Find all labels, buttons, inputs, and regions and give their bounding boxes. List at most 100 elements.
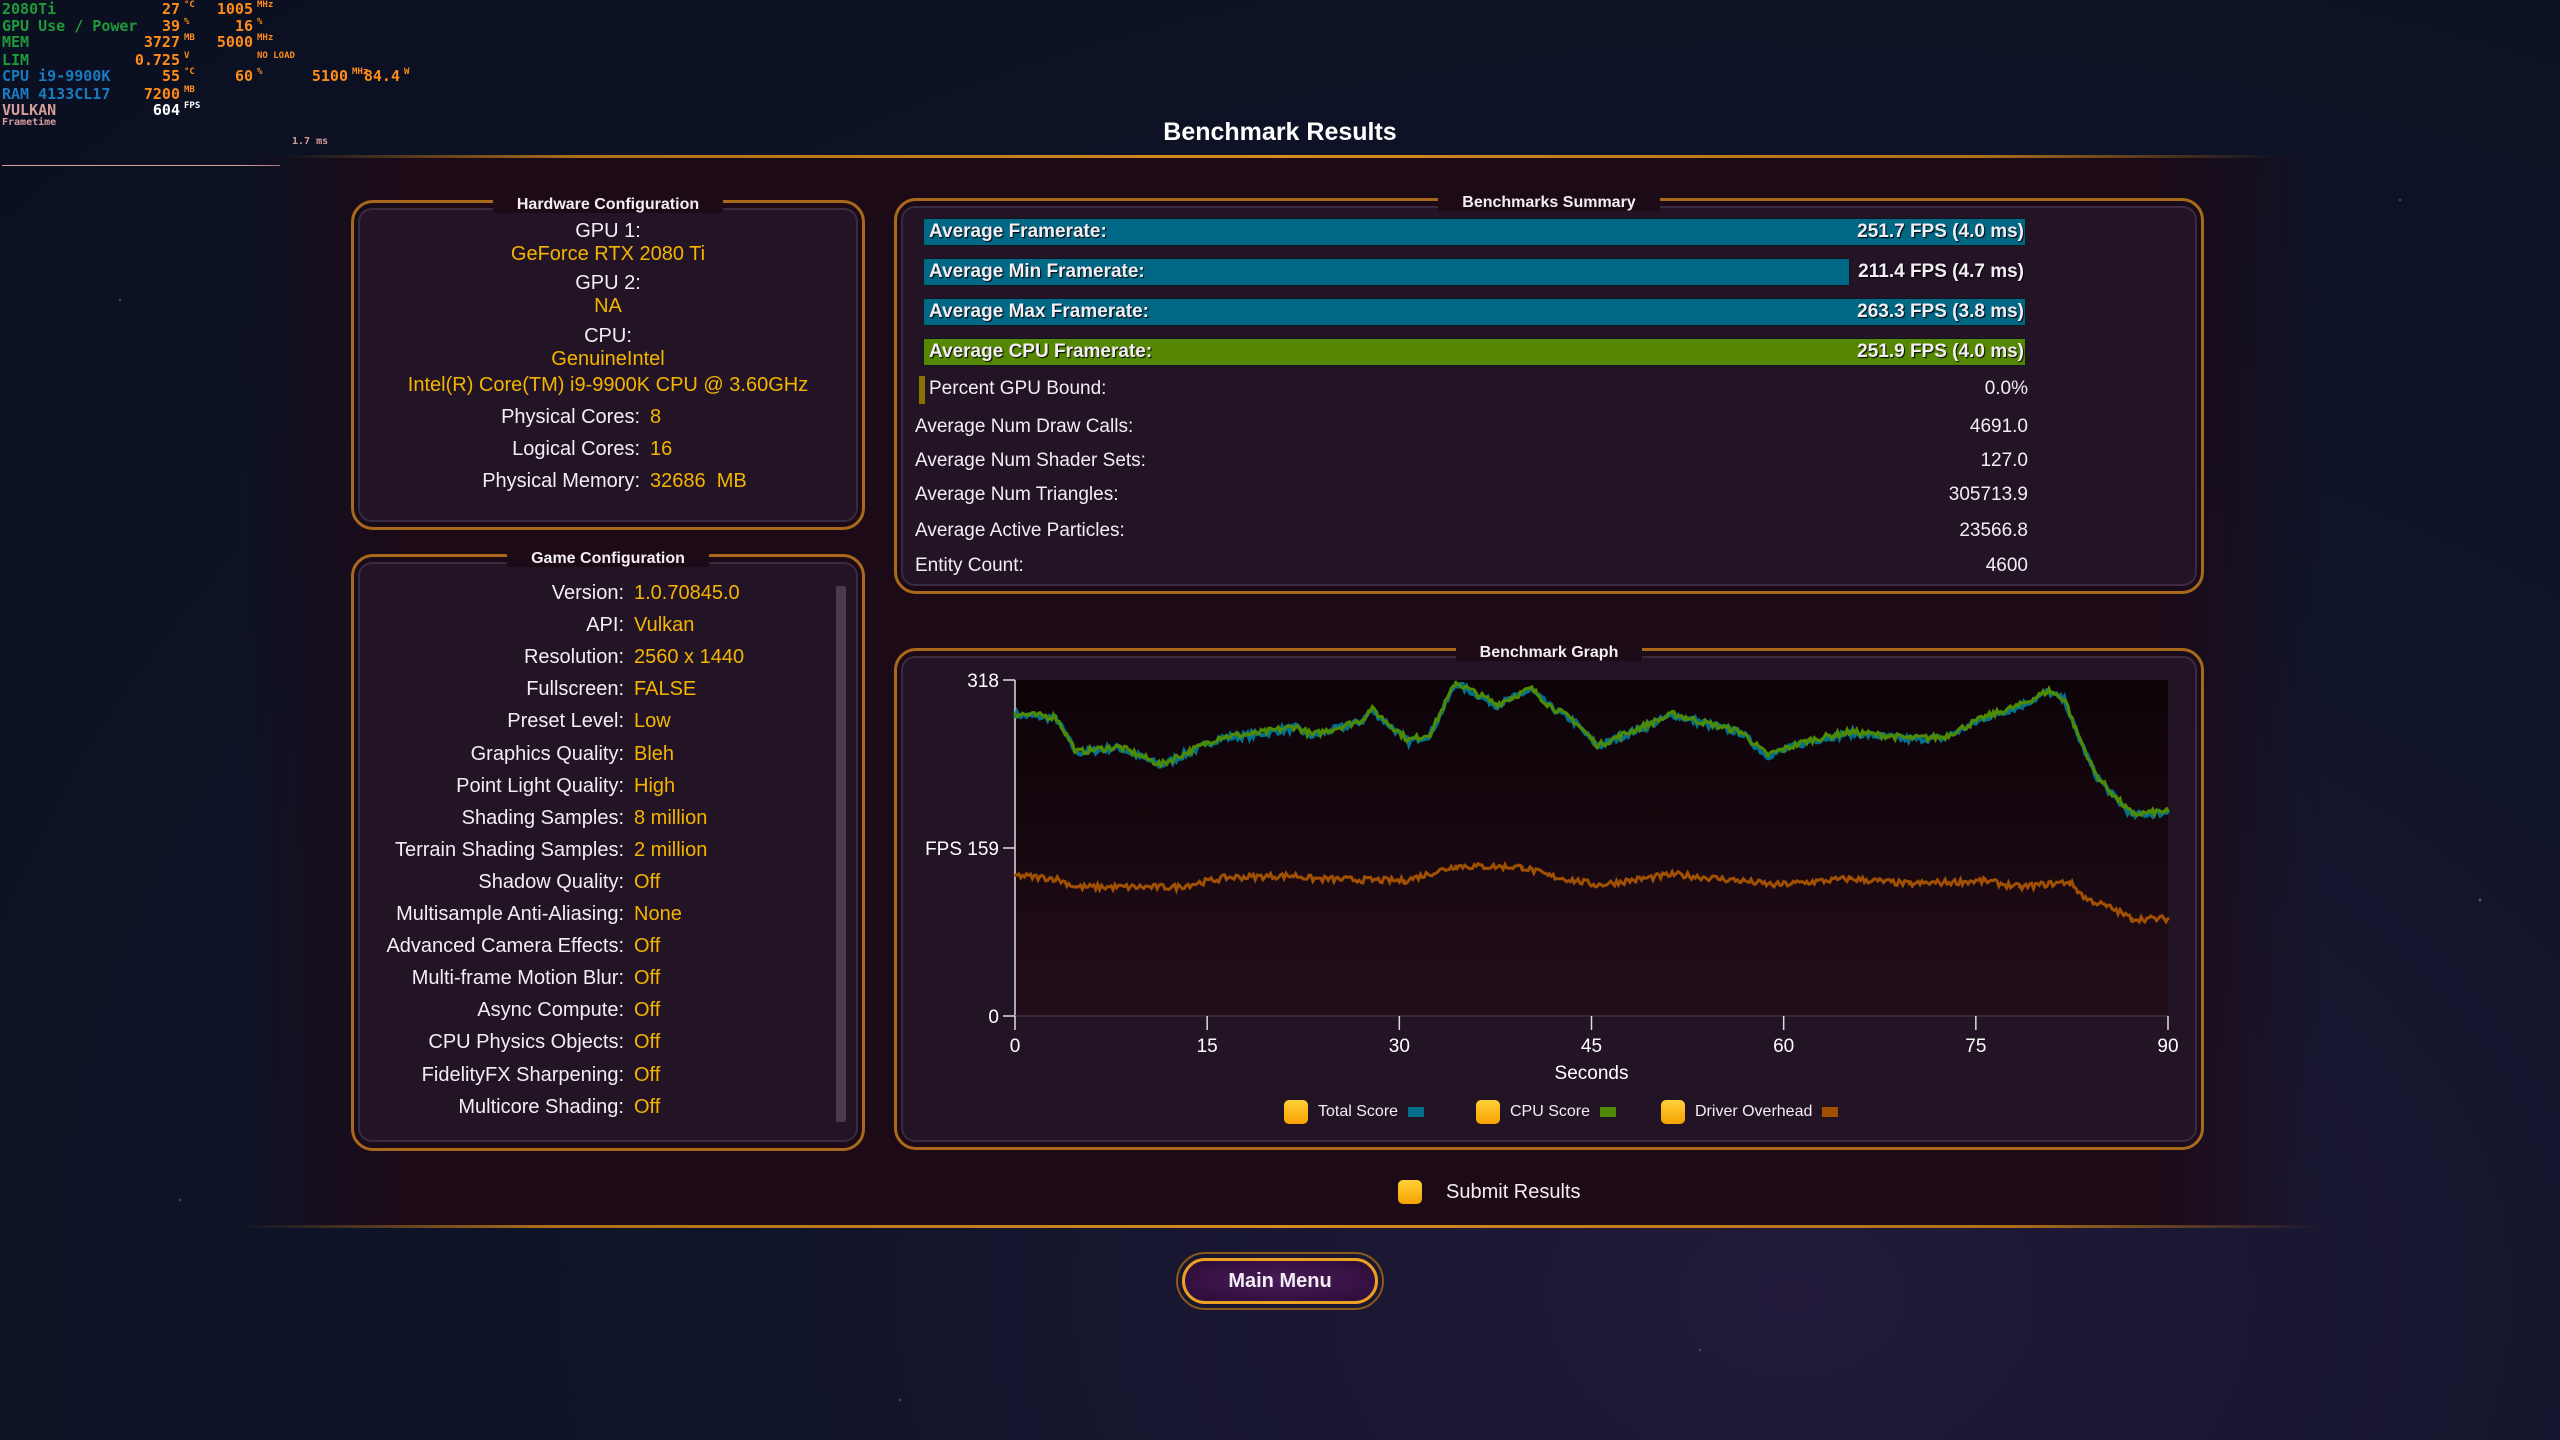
legend-item-driver-overhead[interactable]: Driver Overhead xyxy=(1661,1100,1839,1124)
scrollbar[interactable] xyxy=(836,586,846,1122)
data-point xyxy=(1773,883,1777,887)
game-config-row: Fullscreen: FALSE xyxy=(360,678,856,701)
data-point xyxy=(2130,917,2134,921)
x-axis-label: Seconds xyxy=(1555,1063,1629,1084)
data-point xyxy=(2093,771,2097,775)
overlay-value: 3727 xyxy=(143,33,180,51)
bar-value: 251.7 FPS (4.0 ms) xyxy=(1857,221,2024,242)
overlay-label: LIM xyxy=(2,51,30,69)
game-config-row: FidelityFX Sharpening: Off xyxy=(360,1064,856,1087)
game-config-row: Shading Samples: 8 million xyxy=(360,807,856,830)
legend-item-cpu-score[interactable]: CPU Score xyxy=(1476,1100,1617,1124)
summary-bar-row: Average Min Framerate: 211.4 FPS (4.7 ms) xyxy=(923,258,2026,286)
stat-label: Entity Count: xyxy=(915,555,1024,576)
checkbox-icon[interactable] xyxy=(1398,1180,1422,1204)
data-point xyxy=(1369,707,1373,711)
overlay-value: 27 xyxy=(161,0,180,18)
overlay-value: 84.4 xyxy=(363,67,400,85)
row-value: 2 million xyxy=(634,838,708,861)
row-label: Multisample Anti-Aliasing: xyxy=(396,903,624,925)
row-value: 1.0.70845.0 xyxy=(634,582,740,604)
overlay-unit: °C xyxy=(184,67,195,77)
overlay-unit: MHz xyxy=(257,0,274,10)
data-point xyxy=(1013,873,1017,877)
legend-swatch xyxy=(1408,1107,1425,1117)
data-point xyxy=(2084,897,2088,901)
row-label: Version: xyxy=(551,582,624,604)
data-point xyxy=(1848,877,1852,881)
row-value: Off xyxy=(634,999,661,1022)
stat-label: Average Num Triangles: xyxy=(915,484,1119,505)
hardware-row: Physical Cores: 8 xyxy=(360,406,856,429)
frametime-value: 1.7 ms xyxy=(292,136,329,147)
data-point xyxy=(1983,715,1987,719)
row-value: 8 xyxy=(650,406,662,428)
row-value: Off xyxy=(634,935,661,958)
legend-label: CPU Score xyxy=(1510,1103,1591,1120)
checkbox-icon[interactable] xyxy=(1284,1100,1308,1124)
checkbox-icon[interactable] xyxy=(1476,1100,1500,1124)
overlay-unit: MHz xyxy=(257,33,274,43)
main-menu-button[interactable]: Main Menu xyxy=(1176,1252,1384,1310)
overlay-label: VULKAN xyxy=(2,101,57,119)
row-label: Terrain Shading Samples: xyxy=(394,838,624,861)
overlay-label: RAM 4133CL17 xyxy=(2,85,111,103)
game-config-row: Advanced Camera Effects: Off xyxy=(360,935,856,958)
row-value: 16 xyxy=(650,438,673,460)
bar-label: Average Max Framerate: xyxy=(929,301,1150,322)
row-value: Off xyxy=(634,1063,661,1086)
row-label: Physical Memory: xyxy=(482,470,640,492)
data-point xyxy=(1013,712,1017,716)
overlay-unit: V xyxy=(184,51,190,61)
data-point xyxy=(1294,724,1298,728)
overlay-unit: MB xyxy=(184,33,195,43)
row-label: Shading Samples: xyxy=(461,806,624,829)
checkbox-icon[interactable] xyxy=(1661,1100,1685,1124)
game-configuration-panel: Game Configuration Version: 1.0.70845.0 AP… xyxy=(358,550,858,1142)
game-config-row: Version: 1.0.70845.0 xyxy=(360,582,856,605)
data-point xyxy=(1360,718,1364,722)
gpu1-label: GPU 1: xyxy=(575,220,641,242)
legend-swatch xyxy=(1600,1107,1617,1117)
data-point xyxy=(1546,873,1550,877)
hardware-row: Logical Cores: 16 xyxy=(360,438,856,461)
x-tick-label: 60 xyxy=(1773,1036,1794,1057)
game-config-row: Shadow Quality: Off xyxy=(360,871,856,894)
cpu-name: Intel(R) Core(TM) i9-9900K CPU @ 3.60GHz xyxy=(407,374,809,396)
data-point xyxy=(1983,879,1987,883)
row-value: 8 million xyxy=(634,806,708,829)
data-point xyxy=(1074,750,1078,754)
game-config-row: Terrain Shading Samples: 2 million xyxy=(360,839,856,862)
cpu-vendor: GenuineIntel xyxy=(551,348,665,370)
overlay-unit: MB xyxy=(184,85,195,95)
summary-stat-row: Average Num Draw Calls: 4691.0 xyxy=(915,416,2028,438)
panel-title: Benchmarks Summary xyxy=(1438,194,1660,211)
legend-item-total-score[interactable]: Total Score xyxy=(1284,1100,1425,1124)
row-label: Point Light Quality: xyxy=(456,774,624,797)
data-point xyxy=(1224,876,1228,880)
data-point xyxy=(1406,738,1410,742)
stat-label: Average Active Particles: xyxy=(915,520,1125,541)
overlay-value: 7200 xyxy=(143,85,180,103)
overlay-unit: NO LOAD xyxy=(257,51,295,61)
data-point xyxy=(2166,809,2170,813)
gpu1-value: GeForce RTX 2080 Ti xyxy=(510,243,706,265)
bar-label: Average Framerate: xyxy=(929,221,1107,242)
data-point xyxy=(1402,879,1406,883)
data-point xyxy=(1848,730,1852,734)
bar-value: 263.3 FPS (3.8 ms) xyxy=(1857,301,2024,322)
data-point xyxy=(2110,791,2114,795)
gpu-bound-bar xyxy=(919,376,925,404)
row-label: FidelityFX Sharpening: xyxy=(421,1063,624,1086)
bar-label: Average CPU Framerate: xyxy=(929,341,1153,362)
stat-value: 4600 xyxy=(1985,555,2028,576)
submit-results-checkbox[interactable]: Submit Results xyxy=(1398,1180,1581,1204)
stat-value: 0.0% xyxy=(1984,378,2028,399)
main-menu-label: Main Menu xyxy=(1182,1258,1378,1304)
legend-label: Driver Overhead xyxy=(1695,1103,1813,1120)
game-config-row: CPU Physics Objects: Off xyxy=(360,1031,856,1054)
game-config-row: Multi-frame Motion Blur: Off xyxy=(360,967,856,990)
overlay-unit: MHz xyxy=(352,67,369,77)
y-tick-label: 318 xyxy=(967,671,999,692)
series-line-cpu-score xyxy=(1014,681,2169,820)
